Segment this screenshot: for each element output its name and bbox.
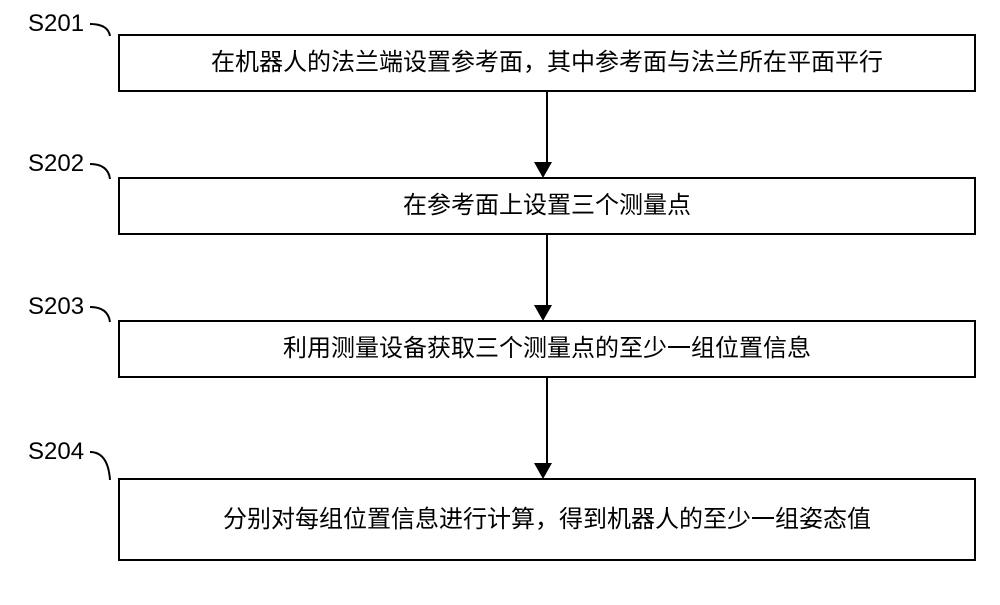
step-id: S204: [28, 438, 84, 465]
connector-1: [90, 24, 110, 36]
step-text: 在参考面上设置三个测量点: [403, 189, 691, 223]
arrow-line: [546, 235, 548, 305]
arrow-head-icon: [534, 305, 552, 321]
step-label-s201: S201: [28, 10, 84, 38]
arrow-1: [542, 92, 552, 178]
step-box-s204: 分别对每组位置信息进行计算，得到机器人的至少一组姿态值: [118, 478, 976, 561]
step-text: 利用测量设备获取三个测量点的至少一组位置信息: [283, 332, 811, 366]
connector-2: [90, 164, 110, 179]
step-id: S203: [28, 293, 84, 320]
flowchart-container: S201 在机器人的法兰端设置参考面，其中参考面与法兰所在平面平行 S202 在…: [0, 0, 1000, 605]
step-label-s202: S202: [28, 150, 84, 178]
arrow-line: [546, 92, 548, 162]
arrow-head-icon: [534, 463, 552, 479]
step-text: 在机器人的法兰端设置参考面，其中参考面与法兰所在平面平行: [211, 46, 883, 80]
step-id: S201: [28, 10, 84, 37]
step-box-s201: 在机器人的法兰端设置参考面，其中参考面与法兰所在平面平行: [118, 34, 976, 92]
step-id: S202: [28, 150, 84, 177]
step-box-s202: 在参考面上设置三个测量点: [118, 177, 976, 235]
step-label-s204: S204: [28, 438, 84, 466]
connector-4: [90, 452, 110, 480]
step-box-s203: 利用测量设备获取三个测量点的至少一组位置信息: [118, 320, 976, 378]
connector-3: [90, 307, 110, 322]
arrow-head-icon: [534, 162, 552, 178]
step-label-s203: S203: [28, 293, 84, 321]
arrow-2: [542, 235, 552, 321]
arrow-3: [542, 378, 552, 479]
arrow-line: [546, 378, 548, 463]
step-text: 分别对每组位置信息进行计算，得到机器人的至少一组姿态值: [223, 503, 871, 537]
